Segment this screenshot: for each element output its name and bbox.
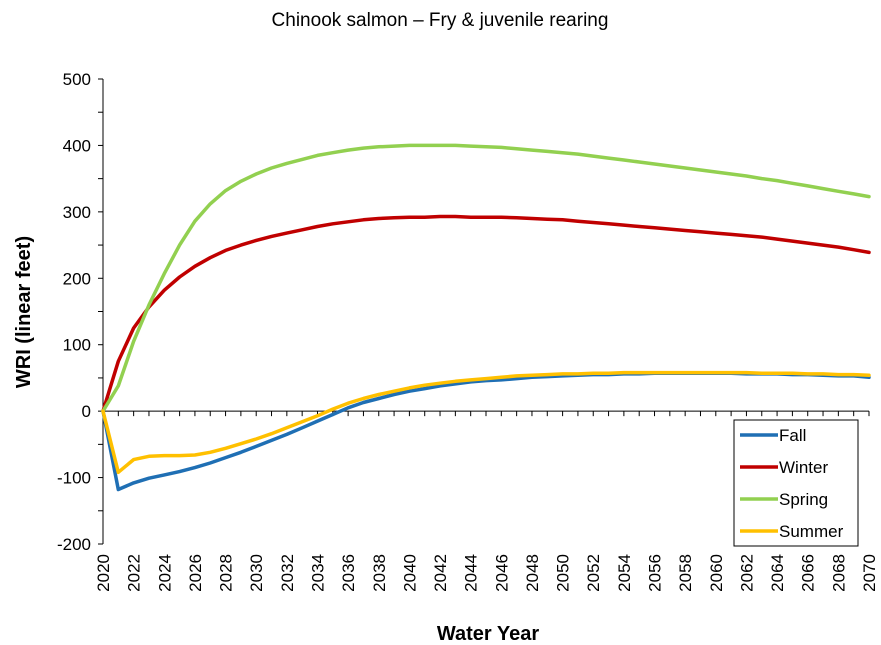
chart-title: Chinook salmon – Fry & juvenile rearing xyxy=(272,10,609,31)
x-axis-title: Water Year xyxy=(437,623,540,645)
x-tick-label: 2050 xyxy=(554,554,573,592)
x-tick-label: 2020 xyxy=(94,554,113,592)
x-tick-label: 2022 xyxy=(125,554,144,592)
x-tick-label: 2056 xyxy=(646,554,665,592)
x-tick-label: 2046 xyxy=(492,554,511,592)
y-tick-label: 100 xyxy=(63,336,91,355)
x-tick-label: 2042 xyxy=(431,554,450,592)
x-tick-label: 2068 xyxy=(829,554,848,592)
legend-label: Spring xyxy=(779,490,828,509)
x-tick-label: 2064 xyxy=(768,554,787,592)
x-tick-label: 2024 xyxy=(155,554,174,592)
y-tick-label: -200 xyxy=(57,535,91,554)
x-tick-label: 2060 xyxy=(707,554,726,592)
y-tick-label: 400 xyxy=(63,136,91,155)
y-tick-label: 300 xyxy=(63,203,91,222)
legend-label: Summer xyxy=(779,522,844,541)
y-tick-label: 0 xyxy=(82,402,91,421)
x-tick-label: 2036 xyxy=(339,554,358,592)
x-tick-label: 2058 xyxy=(676,554,695,592)
legend-label: Winter xyxy=(779,458,828,477)
y-tick-label: 200 xyxy=(63,269,91,288)
x-tick-label: 2054 xyxy=(615,554,634,592)
legend: Fall Winter Spring Summer xyxy=(734,420,858,546)
x-tick-label: 2062 xyxy=(737,554,756,592)
y-tick-label: 500 xyxy=(63,70,91,89)
x-tick-label: 2034 xyxy=(308,554,327,592)
legend-label: Fall xyxy=(779,426,806,445)
x-tick-label: 2030 xyxy=(247,554,266,592)
x-tick-label: 2026 xyxy=(186,554,205,592)
x-tick-label: 2048 xyxy=(523,554,542,592)
x-tick-label: 2044 xyxy=(462,554,481,592)
x-tick-label: 2070 xyxy=(860,554,879,592)
x-tick-label: 2038 xyxy=(370,554,389,592)
y-axis-title: WRI (linear feet) xyxy=(13,236,35,388)
x-tick-label: 2052 xyxy=(584,554,603,592)
x-tick-label: 2032 xyxy=(278,554,297,592)
x-tick-label: 2066 xyxy=(799,554,818,592)
y-tick-label: -100 xyxy=(57,469,91,488)
x-tick-label: 2028 xyxy=(217,554,236,592)
x-tick-label: 2040 xyxy=(400,554,419,592)
